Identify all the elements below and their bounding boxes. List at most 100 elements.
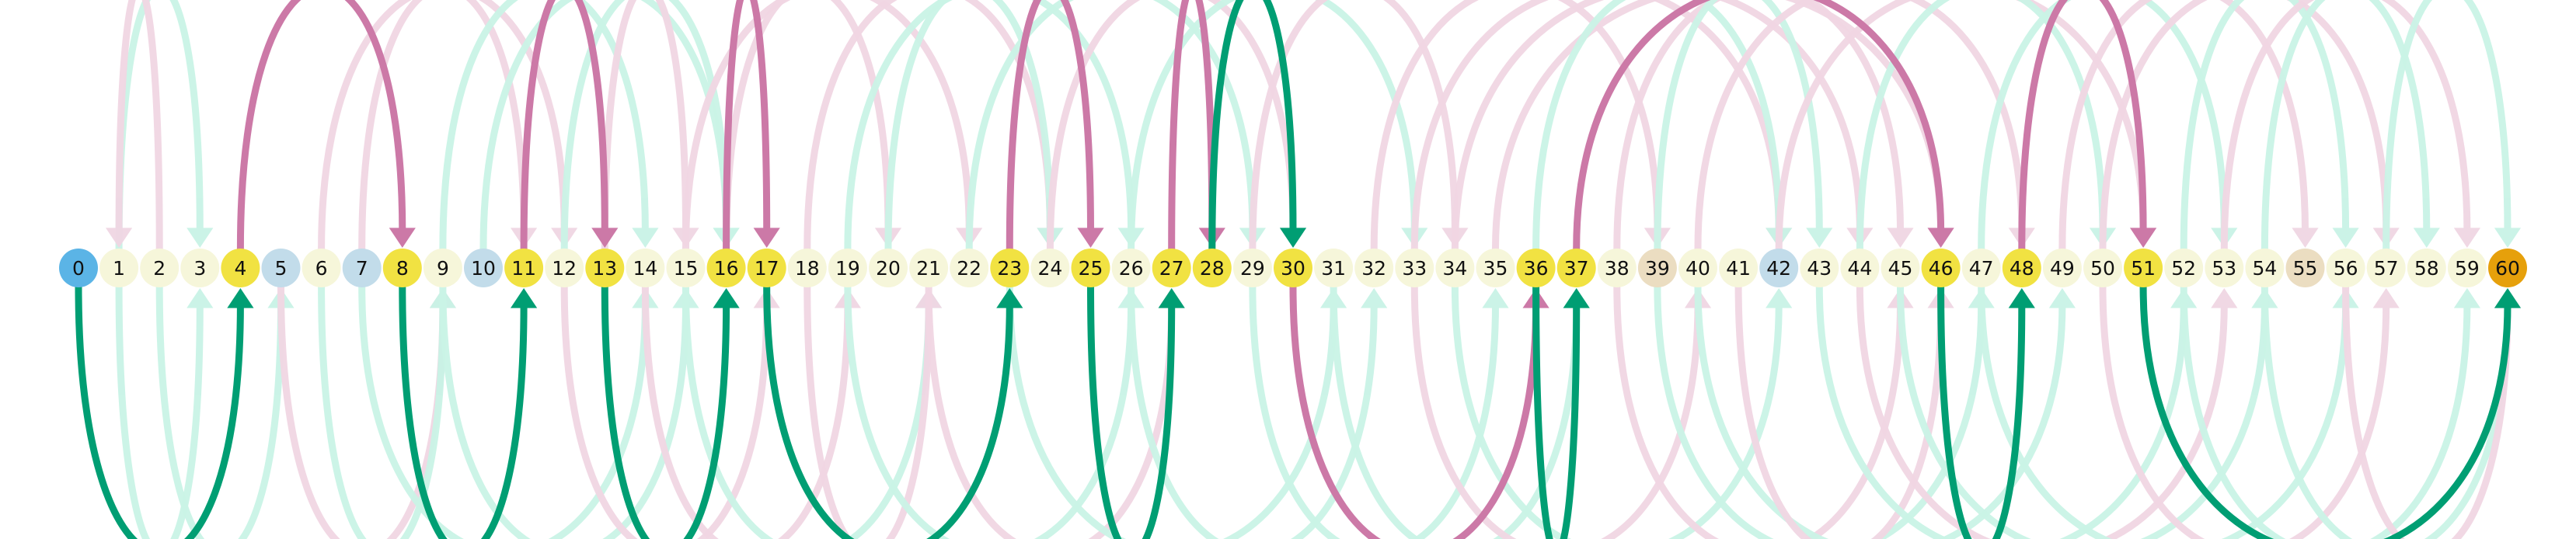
graph-node: 47 (1961, 249, 2001, 287)
faint-edge (1654, 0, 1833, 252)
node-label: 22 (957, 257, 981, 280)
node-label: 60 (2495, 257, 2520, 280)
graph-node: 2 (140, 249, 180, 287)
node-label: 49 (2050, 257, 2075, 280)
graph-node: 20 (869, 249, 908, 287)
graph-node: 23 (990, 249, 1030, 287)
faint-edge (439, 0, 659, 252)
faint-edge (439, 283, 699, 539)
node-label: 13 (592, 257, 617, 280)
node-label: 18 (795, 257, 820, 280)
node-label: 20 (876, 257, 901, 280)
graph-node: 57 (2366, 249, 2406, 287)
node-label: 44 (1847, 257, 1872, 280)
node-label: 0 (72, 257, 85, 280)
node-label: 40 (1685, 257, 1710, 280)
graph-node: 53 (2205, 249, 2244, 287)
node-label: 1 (113, 257, 125, 280)
graph-node: 11 (504, 249, 544, 287)
node-label: 39 (1645, 257, 1670, 280)
node-label: 25 (1079, 257, 1103, 280)
node-label: 34 (1442, 257, 1467, 280)
node-label: 16 (714, 257, 739, 280)
graph-node: 31 (1314, 249, 1354, 287)
node-label: 41 (1726, 257, 1751, 280)
path-edge (399, 283, 538, 539)
graph-node: 7 (342, 249, 382, 287)
graph-node: 1 (99, 249, 139, 287)
faint-edge (1128, 283, 1388, 539)
faint-edge (2383, 0, 2522, 252)
path-edge (1937, 283, 2035, 539)
path-edge (1006, 0, 1104, 252)
node-label: 5 (275, 257, 288, 280)
node-label: 46 (1929, 257, 1954, 280)
graph-node: 50 (2083, 249, 2122, 287)
graph-node: 13 (585, 249, 625, 287)
faint-edge (277, 283, 456, 539)
faint-edge (2261, 0, 2440, 252)
graph-node: 15 (666, 249, 706, 287)
node-label: 48 (2010, 257, 2034, 280)
graph-node: 17 (747, 249, 786, 287)
path-edge (601, 283, 740, 539)
node-label: 23 (997, 257, 1022, 280)
faint-edge (106, 0, 163, 252)
node-label: 52 (2171, 257, 2196, 280)
graph-node: 21 (909, 249, 949, 287)
node-label: 11 (511, 257, 536, 280)
graph-node: 39 (1637, 249, 1677, 287)
graph-node: 52 (2164, 249, 2204, 287)
node-label: 14 (633, 257, 657, 280)
graph-node: 40 (1678, 249, 1717, 287)
path-edge (1573, 0, 1954, 252)
graph-node: 54 (2245, 249, 2285, 287)
node-label: 47 (1969, 257, 1994, 280)
graph-node: 18 (787, 249, 827, 287)
faint-edge (803, 283, 943, 539)
node-label: 2 (153, 257, 166, 280)
graph-node: 29 (1232, 249, 1272, 287)
graph-node: 45 (1881, 249, 1920, 287)
path-edge (75, 283, 254, 539)
node-label: 12 (552, 257, 577, 280)
graph-node: 4 (221, 249, 260, 287)
graph-node: 34 (1435, 249, 1475, 287)
node-label: 58 (2414, 257, 2439, 280)
graph-node: 55 (2285, 249, 2325, 287)
node-label: 15 (674, 257, 699, 280)
path-edges-layer (75, 0, 2522, 539)
graph-node: 59 (2447, 249, 2487, 287)
graph-node: 46 (1921, 249, 1961, 287)
faint-edge (1613, 0, 1914, 252)
graph-node: 28 (1192, 249, 1232, 287)
node-label: 53 (2212, 257, 2236, 280)
graph-node: 44 (1840, 249, 1880, 287)
path-edge (2139, 283, 2522, 539)
graph-node: 33 (1395, 249, 1434, 287)
node-label: 50 (2090, 257, 2115, 280)
path-edge (1087, 283, 1185, 539)
graph-node: 3 (180, 249, 220, 287)
faint-edge (1451, 283, 1793, 539)
node-label: 6 (315, 257, 328, 280)
nodes-layer: 0 1 2 3 4 5 6 7 8 9 10 11 12 13 14 15 16 17 18 19 20 21 22 23 24… (59, 249, 2527, 287)
graph-node: 5 (261, 249, 301, 287)
graph-node: 48 (2002, 249, 2041, 287)
node-label: 42 (1766, 257, 1791, 280)
node-label: 3 (193, 257, 206, 280)
node-label: 57 (2374, 257, 2399, 280)
node-label: 8 (396, 257, 409, 280)
path-edge (236, 0, 416, 252)
graph-node: 49 (2042, 249, 2082, 287)
graph-node: 37 (1556, 249, 1596, 287)
node-label: 29 (1240, 257, 1265, 280)
graph-node: 8 (382, 249, 422, 287)
node-label: 31 (1321, 257, 1346, 280)
node-label: 10 (471, 257, 496, 280)
faint-edge (2180, 0, 2359, 252)
node-label: 4 (234, 257, 246, 280)
graph-node: 12 (545, 249, 584, 287)
node-label: 33 (1402, 257, 1427, 280)
node-label: 7 (356, 257, 368, 280)
